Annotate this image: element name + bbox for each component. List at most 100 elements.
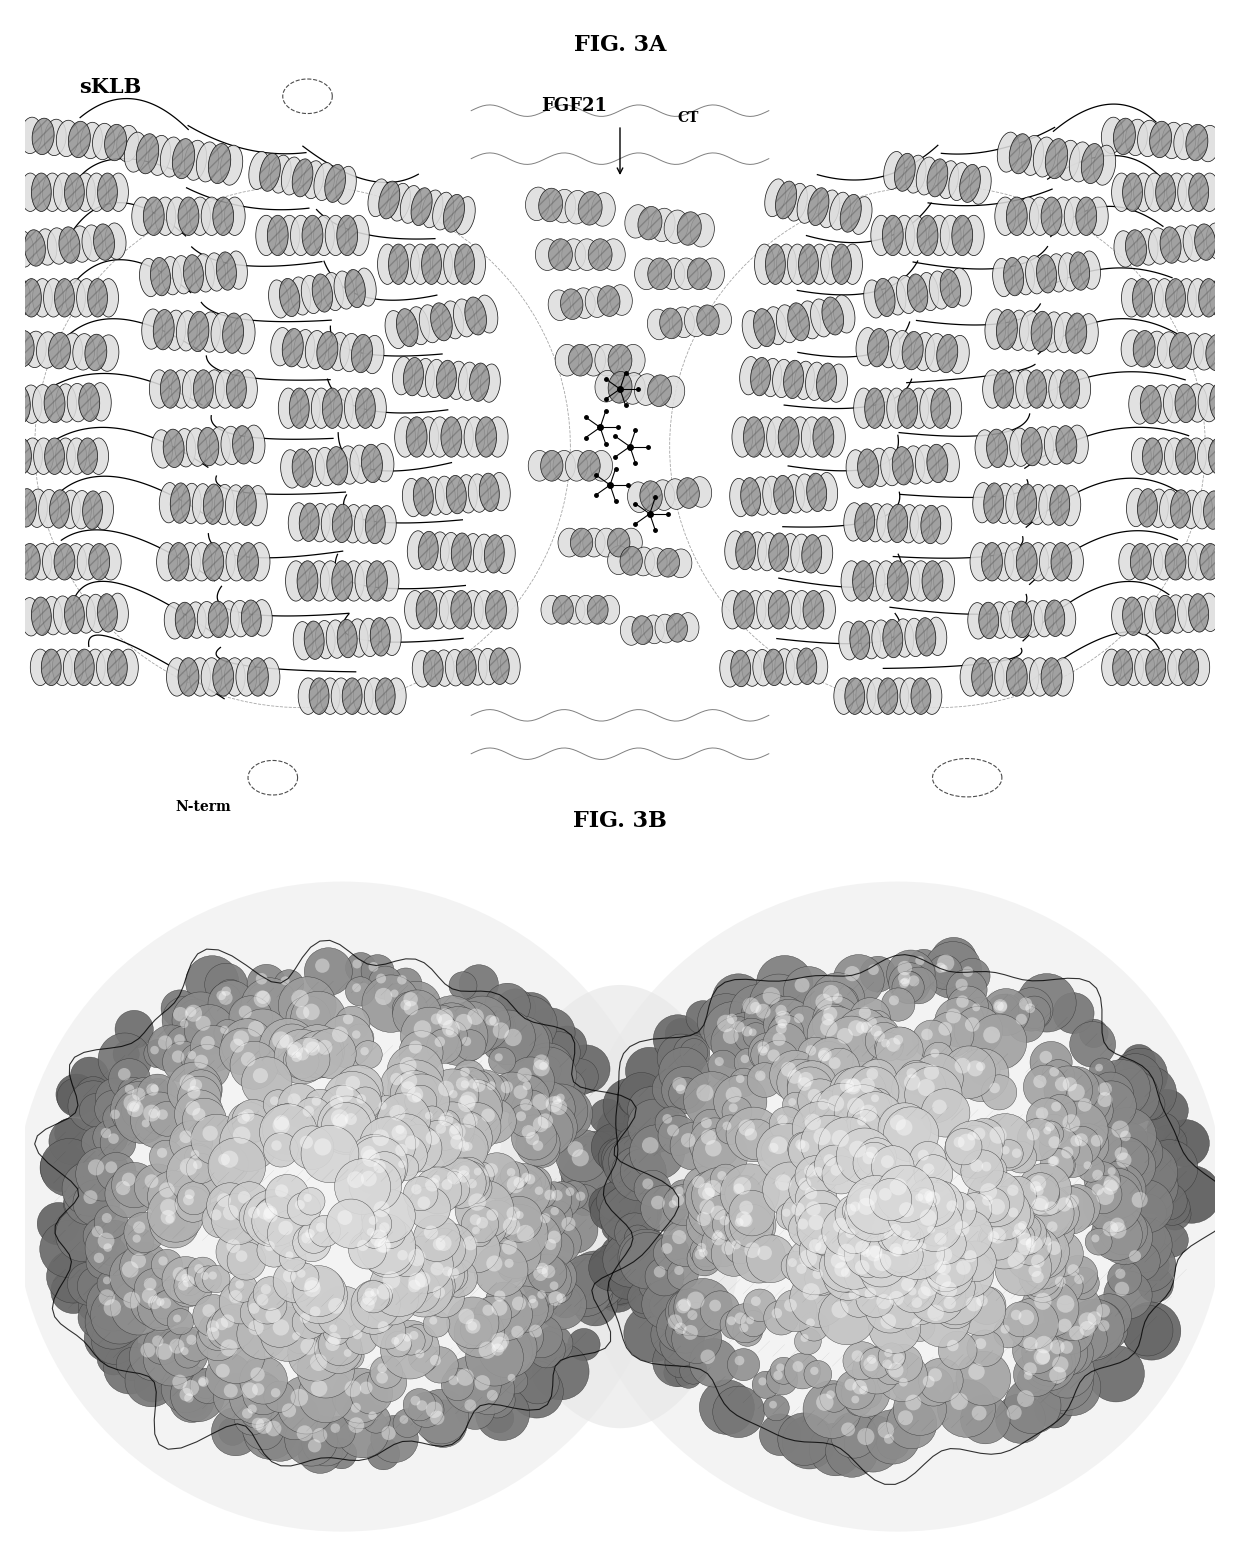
Circle shape (392, 1125, 407, 1141)
Ellipse shape (1178, 594, 1198, 633)
Circle shape (723, 1028, 739, 1044)
Circle shape (503, 1075, 549, 1120)
Circle shape (848, 1020, 864, 1036)
Ellipse shape (1076, 197, 1096, 235)
Ellipse shape (469, 473, 489, 512)
Circle shape (67, 1261, 112, 1305)
Circle shape (676, 1084, 686, 1094)
Circle shape (777, 1019, 787, 1028)
Ellipse shape (1146, 331, 1167, 368)
Ellipse shape (434, 650, 454, 686)
Ellipse shape (476, 417, 496, 458)
Circle shape (399, 1056, 417, 1073)
Circle shape (1028, 1265, 1042, 1277)
Circle shape (377, 1239, 391, 1254)
Circle shape (522, 1125, 536, 1139)
Circle shape (392, 981, 441, 1030)
Ellipse shape (647, 375, 672, 406)
Ellipse shape (657, 548, 680, 577)
Ellipse shape (1003, 257, 1024, 296)
Circle shape (853, 1379, 882, 1409)
Circle shape (854, 1233, 908, 1287)
Circle shape (298, 1269, 305, 1277)
Ellipse shape (1069, 143, 1091, 182)
Circle shape (954, 1006, 1003, 1055)
Circle shape (924, 1064, 939, 1080)
Ellipse shape (233, 426, 253, 464)
Circle shape (436, 1111, 492, 1166)
Ellipse shape (288, 503, 308, 541)
Ellipse shape (290, 215, 311, 255)
Circle shape (968, 1055, 1001, 1086)
Ellipse shape (1145, 172, 1164, 212)
Ellipse shape (734, 591, 754, 628)
Circle shape (769, 1142, 779, 1153)
Circle shape (170, 1272, 205, 1307)
Circle shape (887, 1399, 936, 1449)
Circle shape (1110, 1222, 1126, 1238)
Circle shape (701, 1130, 717, 1145)
Circle shape (795, 1139, 806, 1150)
Ellipse shape (568, 345, 593, 376)
Circle shape (1091, 1210, 1142, 1260)
Circle shape (526, 1131, 539, 1145)
Circle shape (312, 1428, 327, 1443)
Ellipse shape (655, 614, 676, 642)
Circle shape (247, 981, 291, 1025)
Circle shape (1087, 1346, 1145, 1402)
Ellipse shape (773, 359, 792, 398)
Ellipse shape (154, 310, 174, 349)
Ellipse shape (190, 658, 211, 696)
Circle shape (391, 989, 398, 998)
Circle shape (538, 1031, 580, 1073)
Circle shape (956, 1260, 971, 1276)
Circle shape (1042, 1149, 1075, 1182)
Ellipse shape (166, 658, 187, 696)
Circle shape (935, 997, 985, 1047)
Circle shape (947, 986, 988, 1028)
Ellipse shape (1029, 197, 1050, 235)
Circle shape (180, 1388, 193, 1401)
Circle shape (456, 1077, 470, 1091)
Circle shape (394, 1125, 441, 1172)
Ellipse shape (325, 165, 346, 202)
Ellipse shape (231, 600, 250, 636)
Circle shape (1138, 1268, 1173, 1302)
Ellipse shape (812, 536, 833, 574)
Ellipse shape (939, 443, 960, 481)
Circle shape (460, 1067, 470, 1077)
Circle shape (683, 1072, 740, 1128)
Ellipse shape (321, 505, 341, 542)
Circle shape (192, 1373, 219, 1398)
Circle shape (288, 1094, 301, 1106)
Ellipse shape (900, 679, 920, 715)
Circle shape (655, 1106, 687, 1139)
Circle shape (795, 1327, 821, 1354)
Circle shape (474, 1167, 481, 1175)
Circle shape (83, 1191, 98, 1203)
Ellipse shape (377, 244, 397, 284)
Ellipse shape (453, 417, 474, 458)
Ellipse shape (832, 244, 852, 284)
Circle shape (680, 1039, 708, 1066)
Circle shape (455, 1014, 472, 1031)
Circle shape (744, 992, 794, 1042)
Ellipse shape (838, 622, 859, 660)
Circle shape (86, 1221, 141, 1276)
Circle shape (1042, 1059, 1075, 1092)
Circle shape (615, 1213, 655, 1252)
Circle shape (308, 1439, 321, 1453)
Circle shape (878, 1343, 905, 1370)
Circle shape (1007, 1006, 1044, 1042)
Circle shape (667, 1315, 682, 1329)
Circle shape (624, 1225, 651, 1252)
Circle shape (1130, 1219, 1166, 1255)
Circle shape (87, 1277, 140, 1330)
Circle shape (792, 1102, 847, 1156)
Circle shape (507, 1167, 516, 1177)
Circle shape (286, 1042, 303, 1058)
Ellipse shape (608, 528, 630, 556)
Ellipse shape (1022, 135, 1044, 176)
Circle shape (255, 1418, 272, 1434)
Circle shape (794, 1014, 804, 1023)
